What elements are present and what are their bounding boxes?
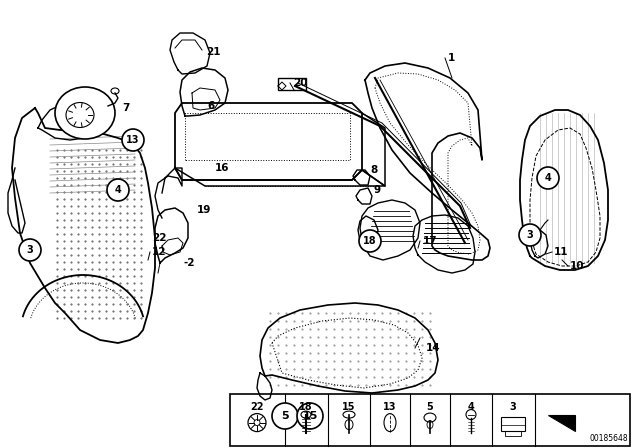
Text: 4: 4 xyxy=(115,185,122,195)
Text: 22: 22 xyxy=(152,233,166,243)
Text: 6: 6 xyxy=(207,101,214,111)
Text: 20: 20 xyxy=(293,78,307,88)
Text: 00185648: 00185648 xyxy=(589,434,628,443)
Text: 12: 12 xyxy=(152,247,166,257)
Text: 4: 4 xyxy=(468,402,474,412)
Text: 5: 5 xyxy=(281,411,289,421)
Text: -2: -2 xyxy=(183,258,195,268)
Text: 15: 15 xyxy=(302,411,317,421)
Circle shape xyxy=(122,129,144,151)
Text: 5: 5 xyxy=(427,402,433,412)
Text: 10: 10 xyxy=(570,261,584,271)
Text: 8: 8 xyxy=(370,165,377,175)
Polygon shape xyxy=(548,414,575,431)
Text: 18: 18 xyxy=(299,402,313,412)
Circle shape xyxy=(537,167,559,189)
Circle shape xyxy=(519,224,541,246)
Text: 3: 3 xyxy=(509,402,516,412)
Circle shape xyxy=(107,179,129,201)
Text: 14: 14 xyxy=(426,343,440,353)
Text: 13: 13 xyxy=(126,135,140,145)
Circle shape xyxy=(359,230,381,252)
Text: 9: 9 xyxy=(373,185,380,195)
Text: 21: 21 xyxy=(206,47,221,57)
Text: 22: 22 xyxy=(250,402,264,412)
Text: 3: 3 xyxy=(27,245,33,255)
Text: 16: 16 xyxy=(215,163,230,173)
Bar xyxy=(505,431,521,435)
Text: 3: 3 xyxy=(527,230,533,240)
Circle shape xyxy=(297,403,323,429)
Text: 19: 19 xyxy=(197,205,211,215)
Bar xyxy=(278,78,306,90)
Text: 7: 7 xyxy=(122,103,129,113)
Text: 17: 17 xyxy=(423,236,438,246)
Text: 15: 15 xyxy=(342,402,356,412)
Text: 4: 4 xyxy=(545,173,552,183)
Text: 18: 18 xyxy=(363,236,377,246)
Text: 13: 13 xyxy=(383,402,397,412)
Text: 1: 1 xyxy=(448,53,455,63)
Bar xyxy=(501,417,525,431)
Circle shape xyxy=(19,239,41,261)
Bar xyxy=(230,394,630,446)
Ellipse shape xyxy=(55,87,115,139)
Circle shape xyxy=(272,403,298,429)
Text: 11: 11 xyxy=(554,247,568,257)
